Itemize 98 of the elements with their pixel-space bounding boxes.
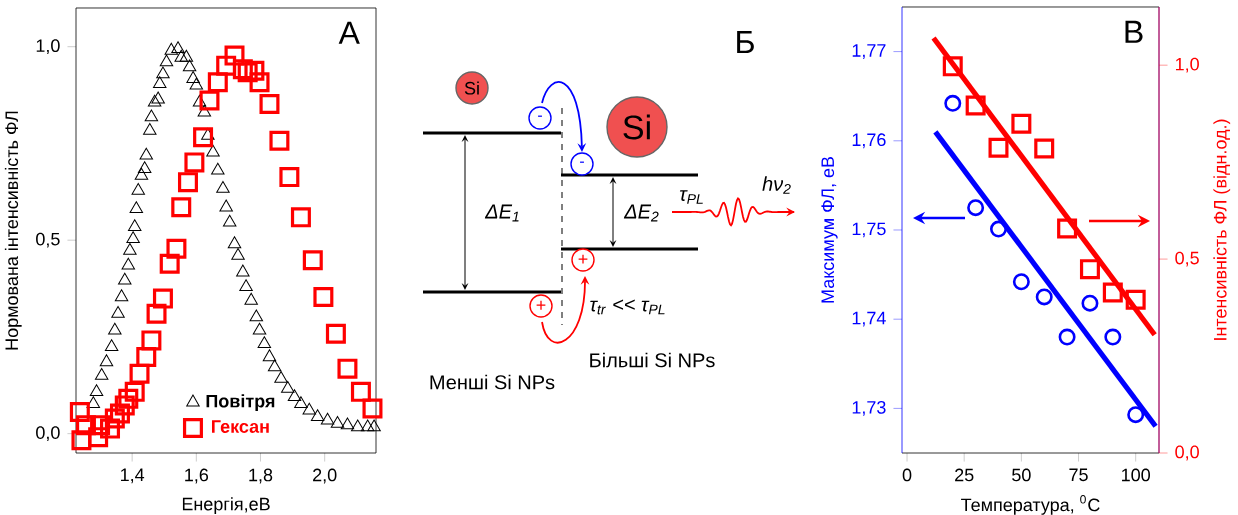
text: Si [464,81,479,95]
point [249,72,270,93]
point [967,199,985,217]
text: τ$_{PL}$ [679,190,703,204]
x-tick-label: 50 [1012,468,1031,482]
point [129,363,150,384]
annotation: В [1125,20,1143,43]
point [988,137,1009,158]
point [75,415,96,436]
point [965,95,986,116]
point [69,401,90,422]
y2-tick-label: 0,5 [1175,251,1199,267]
point [313,287,334,308]
x-tick-label: 25 [955,468,974,482]
annotation: А [338,21,360,44]
x-tick-label: 1,6 [185,468,209,484]
point [362,398,383,419]
point [193,127,214,148]
text: τ$_{tr}$ << τ$_{PL}$ [590,299,665,315]
text: Б [737,30,754,54]
point [302,250,323,271]
point [350,381,371,402]
text: hν$_{2}$ [762,176,791,194]
point [1104,328,1122,346]
point [216,55,237,76]
legend-label: Повітря [206,394,275,412]
point [118,388,139,409]
point [184,152,205,173]
point [1127,406,1145,424]
point [244,60,265,81]
x-axis-title: Температура, $^{0}$C [961,495,1100,515]
point [942,56,963,77]
text: Менші Si NPs [430,374,555,390]
point [1057,218,1078,239]
point [146,303,167,324]
point [990,220,1007,238]
point [109,403,130,424]
y2-tick-label: 1,0 [1175,57,1199,73]
point [1012,273,1030,291]
point [325,323,346,344]
y2-tick-label: 0,0 [1175,445,1199,461]
point [71,430,92,451]
point [237,62,258,83]
x-tick-label: 75 [1069,468,1088,482]
y-tick-label: 1,77 [852,44,886,59]
point [124,381,145,402]
point [944,94,962,112]
y-tick-label: 0,5 [36,232,60,248]
text: ΔE$_{1}$ [484,204,519,222]
point [166,238,187,259]
point [159,253,180,274]
point [104,408,125,429]
point [1011,113,1032,134]
text: - [538,115,542,117]
point [1035,288,1053,306]
point [1125,289,1146,310]
point [207,72,228,93]
point [114,395,135,416]
y-axis-title: Нормована інтенсивність ФЛ [4,111,22,350]
y-axis-title: Максимум ФЛ, еВ [821,156,838,303]
point [1079,259,1100,280]
point [177,172,198,193]
point [100,418,121,439]
point [337,358,358,379]
point [152,288,173,309]
text: + [578,254,588,264]
x-tick-label: 1,8 [249,468,273,484]
y-tick-label: 1,0 [36,39,60,55]
point [1058,328,1076,346]
x-axis-title: Енергія,еВ [182,497,270,514]
text: - [580,161,584,163]
text: ΔE$_{2}$ [623,204,659,222]
point [136,347,157,368]
y-tick-label: 1,76 [852,133,886,149]
point [141,330,162,351]
text: Більші Si NPs [590,352,715,368]
point [290,207,311,228]
point [224,45,245,66]
point [269,130,290,151]
point [1034,138,1055,159]
text: + [536,300,546,310]
text: Si [623,114,650,140]
x-tick-label: 1,4 [121,468,145,484]
y-tick-label: 0,0 [36,426,60,442]
x-tick-label: 2,0 [313,468,337,484]
point [171,197,192,218]
legend-label: Гексан [212,420,269,433]
point [1081,294,1099,312]
point [259,93,280,114]
y-tick-label: 1,74 [852,311,886,327]
y2-axis-title: Інтенсивність ФЛ (відн.од.) [1213,119,1231,340]
point [1102,282,1123,303]
y-tick-label: 1,75 [852,222,886,238]
x-tick-label: 0 [902,468,912,482]
point [279,167,300,188]
y-tick-label: 1,73 [852,400,886,416]
point [88,427,109,448]
x-tick-label: 100 [1122,468,1150,482]
